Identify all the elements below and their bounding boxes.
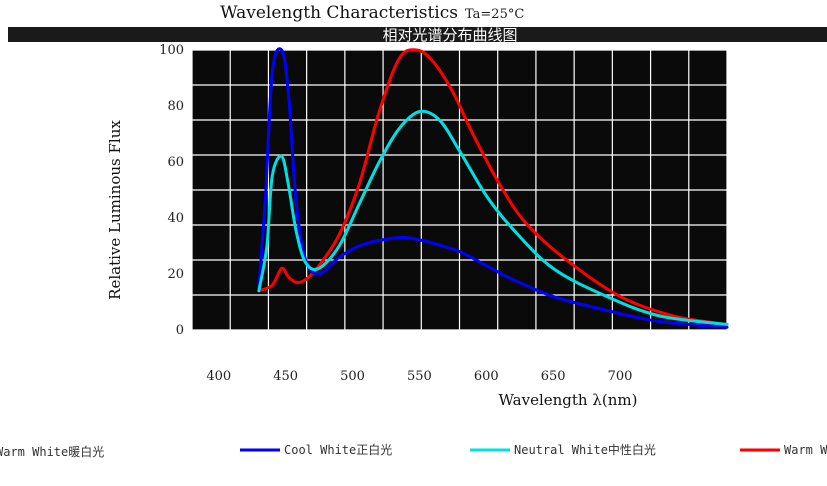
series-line-2 — [257, 109, 729, 326]
series-line-1 — [257, 47, 729, 329]
y-tick-label: 80 — [167, 99, 184, 114]
x-tick-label: 650 — [541, 369, 566, 384]
y-tick-label: 100 — [159, 43, 184, 58]
chart-subtitle: 相对光谱分布曲线图 — [382, 26, 517, 44]
x-tick-label: 450 — [273, 369, 298, 384]
y-tick-label: 60 — [167, 155, 184, 170]
x-tick-label: 600 — [474, 369, 499, 384]
axis-ticks: 400 450 500 550 600 650 700 0 20 40 60 80 100 — [159, 43, 632, 384]
y-tick-label: 20 — [167, 267, 184, 282]
x-axis-label: Wavelength λ(nm) — [499, 391, 638, 409]
y-axis-label: Relative Luminous Flux — [106, 120, 124, 300]
legend: Warm White暖白光 Cool White正白光 Neutral White中… — [0, 442, 827, 459]
x-tick-label: 700 — [608, 369, 633, 384]
y-tick-label: 0 — [176, 323, 184, 338]
chart-title: Wavelength Characteristics — [220, 3, 458, 23]
chart-condition: Ta=25°C — [465, 7, 524, 22]
series-line-0 — [257, 48, 729, 326]
x-tick-label: 500 — [340, 369, 365, 384]
chart-header: Wavelength Characteristics Ta=25°C 相对光谱分… — [8, 3, 827, 44]
legend-label: Warm White暖白光 — [784, 442, 827, 457]
legend-label: Cool White正白光 — [284, 442, 392, 457]
legend-label-warm-left: Warm White暖白光 — [0, 444, 104, 459]
legend-label: Neutral White中性白光 — [514, 442, 656, 457]
x-tick-label: 550 — [407, 369, 432, 384]
series-lines — [257, 47, 729, 329]
title-bar — [8, 27, 827, 42]
x-tick-label: 400 — [206, 369, 231, 384]
y-tick-label: 40 — [167, 211, 184, 226]
